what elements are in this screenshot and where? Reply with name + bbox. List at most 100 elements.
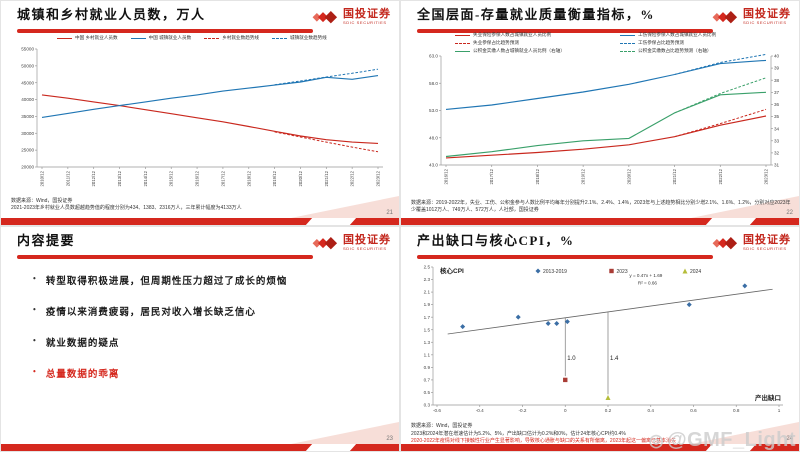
svg-text:-0.2: -0.2 <box>519 408 527 413</box>
svg-text:2015/12: 2015/12 <box>169 170 174 186</box>
footer-bar <box>401 444 799 451</box>
svg-text:0.6: 0.6 <box>690 408 697 413</box>
slide-content-summary: 内容提要 国投证券 SDIC SECURITIES • 转型取得积极进展，但周期性… <box>1 227 399 451</box>
legend-label: 中国 乡村就业人员数 <box>75 35 118 40</box>
svg-text:0.8: 0.8 <box>733 408 740 413</box>
data-note: 2021-2023年乡村就业人员数超越趋势值的程度分别为434、1383、231… <box>11 204 242 211</box>
legend-line-swatch <box>272 37 288 39</box>
legend-line-swatch <box>620 42 635 44</box>
footer-bar <box>401 218 799 225</box>
svg-text:2023: 2023 <box>617 269 628 275</box>
legend-line-swatch <box>455 34 470 36</box>
legend-line-swatch <box>620 50 635 52</box>
brand-text: 国投证券 SDIC SECURITIES <box>343 9 391 26</box>
legend-item: 公积金实缴数占比趋势预测（右轴） <box>620 48 785 54</box>
slide-header: 内容提要 国投证券 SDIC SECURITIES <box>1 227 399 252</box>
svg-text:-0.4: -0.4 <box>476 408 484 413</box>
title-rule <box>17 254 313 259</box>
svg-text:y = 0.47x + 1.69: y = 0.47x + 1.69 <box>629 273 662 278</box>
svg-text:2021/12: 2021/12 <box>672 168 677 184</box>
svg-text:30000: 30000 <box>21 131 34 136</box>
svg-text:45000: 45000 <box>21 80 34 85</box>
footer-bar <box>1 444 399 451</box>
svg-text:55000: 55000 <box>21 47 34 52</box>
bullet-text: 总量数据的乖离 <box>45 370 120 380</box>
footnotes: 数据来源：2019-2022年，失业、工伤、公积金参与人数比例平均每年分别提升2… <box>411 200 793 215</box>
title-rule <box>417 28 713 33</box>
legend-line-swatch <box>130 37 146 39</box>
bullet-item: • 疫情以来消费疲弱，居民对收入增长缺乏信心 <box>33 304 381 318</box>
legend-item: 公积金实缴人数占城镇就业人员比例（右轴） <box>455 48 620 54</box>
chart-legend: 失业保险参保人数占城镇就业人员比例 工伤保险参保人数占城镇就业人员比例 失业参保占比… <box>455 32 785 54</box>
bullet-item: • 总量数据的乖离 <box>33 366 381 380</box>
svg-text:R² = 0.66: R² = 0.66 <box>638 281 657 286</box>
svg-text:2017/12: 2017/12 <box>489 168 494 184</box>
brand-name: 国投证券 <box>343 8 391 20</box>
footer-bar <box>1 218 399 225</box>
svg-text:2010/12: 2010/12 <box>40 170 45 186</box>
corner-decoration <box>291 196 399 218</box>
svg-text:1.7: 1.7 <box>424 315 431 320</box>
svg-text:1.1: 1.1 <box>424 352 431 357</box>
bullet-text: 就业数据的疑点 <box>45 339 120 349</box>
legend-line-swatch <box>57 37 72 39</box>
svg-text:39: 39 <box>774 66 780 71</box>
svg-text:0.2: 0.2 <box>605 408 612 413</box>
svg-text:2019/12: 2019/12 <box>272 170 277 186</box>
slide-quality-indicators: 全国层面-存量就业质量衡量指标，% 国投证券 SDIC SECURITIES 失… <box>401 1 799 225</box>
svg-text:34: 34 <box>774 126 780 131</box>
brand-name: 国投证券 <box>343 234 391 246</box>
brand-diamonds-icon <box>712 236 738 250</box>
brand-name: 国投证券 <box>743 8 791 20</box>
legend-line-swatch <box>455 50 470 52</box>
brand-logo: 国投证券 SDIC SECURITIES <box>312 9 391 26</box>
svg-text:1.0: 1.0 <box>567 356 576 362</box>
svg-text:1.9: 1.9 <box>424 302 431 307</box>
source-note: 数据来源：2019-2022年，失业、工伤、公积金参与人数比例平均每年分别提升2… <box>411 199 791 213</box>
brand-diamonds-icon <box>712 10 738 24</box>
slide-header: 全国层面-存量就业质量衡量指标，% 国投证券 SDIC SECURITIES <box>401 1 799 26</box>
svg-text:2020/12: 2020/12 <box>298 170 303 186</box>
footnotes: 数据来源：Wind，国投证券 2021-2023年乡村就业人员数超越趋势值的程度… <box>11 198 393 213</box>
legend-line-swatch <box>204 37 220 39</box>
legend-label: 乡村就业数趋势线 <box>222 35 260 40</box>
page-number: 23 <box>386 436 393 442</box>
svg-text:2017/12: 2017/12 <box>220 170 225 186</box>
watermark: ◎ @GMF_Light <box>649 429 796 452</box>
svg-text:2023/12: 2023/12 <box>376 170 381 186</box>
svg-text:2014/12: 2014/12 <box>143 170 148 186</box>
svg-text:2021/12: 2021/12 <box>324 170 329 186</box>
legend-item: 工伤保险参保人数占城镇就业人员比例 <box>620 32 785 38</box>
brand-subtitle: SDIC SECURITIES <box>343 246 387 251</box>
corner-decoration <box>691 422 799 444</box>
svg-text:36: 36 <box>774 102 780 107</box>
bullet-dot-icon: • <box>33 274 37 283</box>
bullet-dot-icon: • <box>33 305 37 314</box>
svg-text:2016/12: 2016/12 <box>444 168 449 184</box>
legend-label: 失业参保占比趋势预测 <box>473 40 519 45</box>
legend-item: 中国 城镇就业人员数 <box>130 35 191 41</box>
page-number: 21 <box>386 210 393 216</box>
watermark-icon: ◎ <box>648 430 665 450</box>
slide-employment: 城镇和乡村就业人员数，万人 国投证券 SDIC SECURITIES 中国 乡村… <box>1 1 399 225</box>
svg-text:0: 0 <box>564 408 567 413</box>
svg-text:0.9: 0.9 <box>424 365 431 370</box>
footer-cut-decoration <box>305 218 357 225</box>
svg-text:2.3: 2.3 <box>424 277 431 282</box>
svg-text:2022/12: 2022/12 <box>350 170 355 186</box>
svg-text:25000: 25000 <box>21 148 34 153</box>
bullet-dot-icon: • <box>33 336 37 345</box>
svg-text:50000: 50000 <box>21 63 34 68</box>
svg-text:32: 32 <box>774 150 780 155</box>
svg-text:0.7: 0.7 <box>424 378 431 383</box>
output-gap-scatter-chart: 2.5 2.3 2.1 1.9 1.7 1.5 1.3 1.1 0.9 0.7 0.5 0.3-0.6… <box>424 265 783 413</box>
legend-item: 中国 乡村就业人员数 <box>57 35 118 41</box>
corner-decoration <box>291 422 399 444</box>
svg-text:2022/12: 2022/12 <box>718 168 723 184</box>
svg-text:63.0: 63.0 <box>429 54 438 59</box>
svg-text:43.0: 43.0 <box>429 163 438 168</box>
brand-diamonds-icon <box>312 10 338 24</box>
svg-text:0.3: 0.3 <box>424 403 431 408</box>
svg-text:2019/12: 2019/12 <box>581 168 586 184</box>
